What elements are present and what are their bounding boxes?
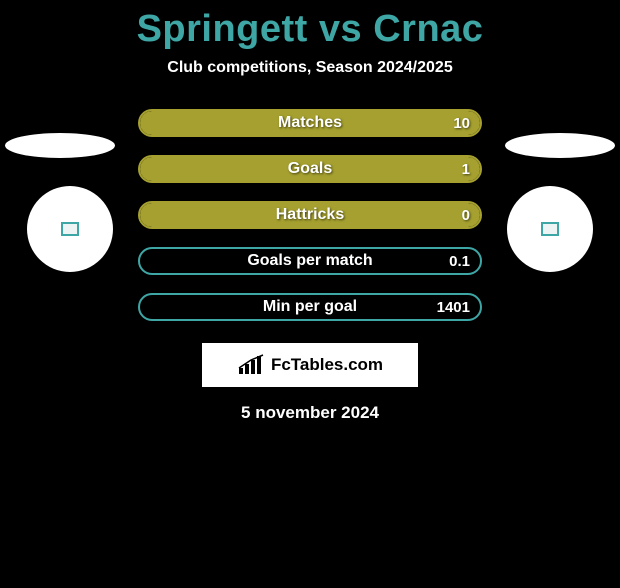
- brand-text: FcTables.com: [271, 355, 383, 375]
- date-text: 5 november 2024: [0, 403, 620, 423]
- stat-label: Min per goal: [140, 298, 480, 316]
- avatar-placeholder-icon: [61, 222, 79, 236]
- stats-container: Matches 10 Goals 1 Hattricks 0 Goals per…: [138, 109, 482, 321]
- stat-row-goals-per-match: Goals per match 0.1: [138, 247, 482, 275]
- stat-label: Goals per match: [140, 252, 480, 270]
- right-player-ellipse: [505, 133, 615, 158]
- right-player-avatar: [507, 186, 593, 272]
- stat-row-min-per-goal: Min per goal 1401: [138, 293, 482, 321]
- stat-row-matches: Matches 10: [138, 109, 482, 137]
- stat-value: 0.1: [449, 253, 470, 270]
- page-title: Springett vs Crnac: [0, 8, 620, 51]
- avatar-placeholder-icon: [541, 222, 559, 236]
- left-player-ellipse: [5, 133, 115, 158]
- brand-chart-icon: [237, 354, 265, 376]
- stat-value: 10: [453, 115, 470, 132]
- stat-value: 1: [462, 161, 470, 178]
- left-player-avatar: [27, 186, 113, 272]
- stat-value: 0: [462, 207, 470, 224]
- stat-row-hattricks: Hattricks 0: [138, 201, 482, 229]
- brand-badge: FcTables.com: [202, 343, 418, 387]
- stat-row-goals: Goals 1: [138, 155, 482, 183]
- stat-value: 1401: [437, 299, 470, 316]
- stat-label: Goals: [140, 160, 480, 178]
- stat-label: Hattricks: [140, 206, 480, 224]
- subtitle: Club competitions, Season 2024/2025: [0, 59, 620, 77]
- stat-label: Matches: [140, 114, 480, 132]
